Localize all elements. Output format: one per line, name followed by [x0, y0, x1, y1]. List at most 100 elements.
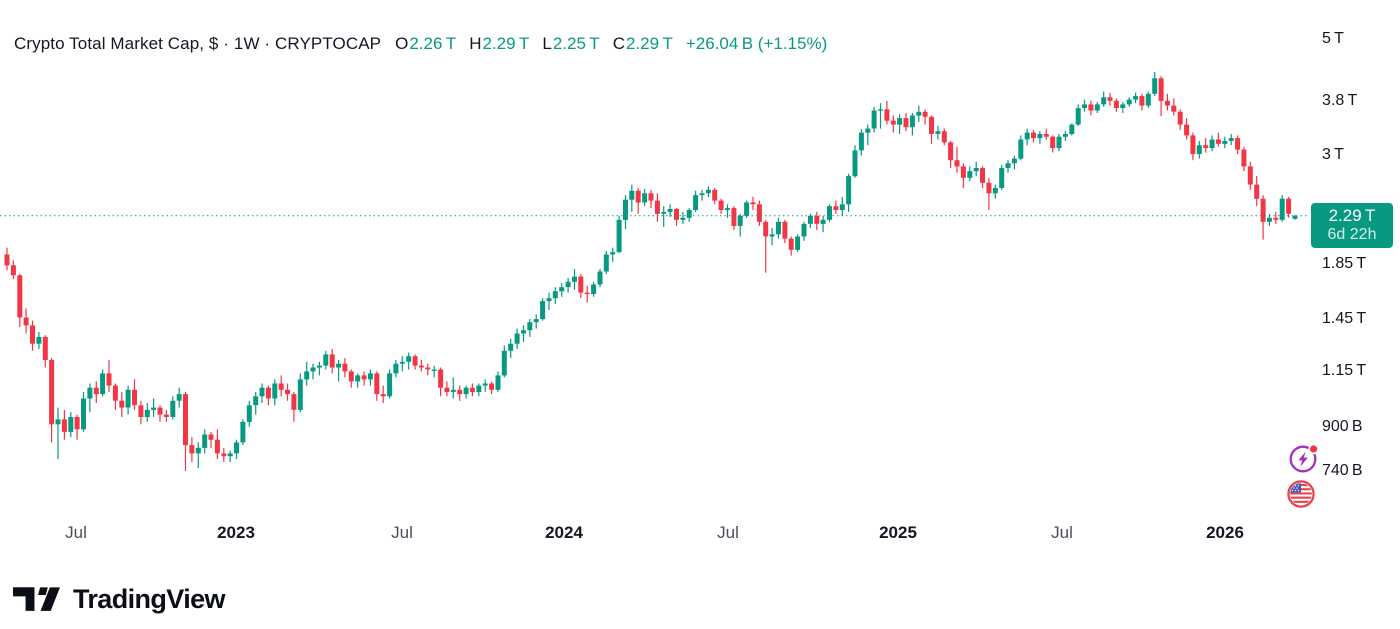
- candle-body-down: [1171, 105, 1177, 112]
- ohlc-readout: O 2.26 T H 2.29 T L 2.25 T C 2.29 T +26.04 B…: [395, 34, 827, 54]
- candle-body-down: [1273, 217, 1279, 220]
- candle-body-down: [157, 407, 163, 415]
- tradingview-logo[interactable]: TradingView: [13, 583, 226, 616]
- candle-body-down: [1254, 184, 1260, 199]
- candle-body-down: [648, 193, 654, 201]
- candle-body-down: [1107, 97, 1113, 101]
- price-axis[interactable]: 5 T 3.8 T 3 T 1.85 T 1.45 T 1.15 T 900 B 740 B: [1310, 0, 1400, 560]
- candle-body-down: [291, 394, 297, 410]
- candle-body-down: [10, 265, 16, 276]
- candle-body-up: [1069, 124, 1075, 134]
- candle-body-down: [265, 387, 271, 399]
- candle-body-up: [297, 379, 303, 410]
- candle-body-down: [361, 375, 367, 380]
- candle-body-up: [546, 298, 552, 302]
- candle-body-down: [1043, 134, 1049, 137]
- candle-body-up: [1056, 136, 1062, 149]
- candle-body-down: [814, 215, 820, 224]
- candle-body-up: [202, 434, 208, 448]
- candle-body-down: [929, 116, 934, 134]
- candle-body-down: [438, 369, 444, 388]
- candle-body-down: [674, 209, 679, 220]
- candle-body-up: [1292, 215, 1298, 219]
- candle-body-up: [992, 188, 998, 194]
- candle-body-down: [1050, 136, 1056, 149]
- candle-body-up: [393, 363, 399, 374]
- candle-body-up: [508, 343, 514, 351]
- candle-body-up: [55, 419, 61, 425]
- candle-body-up: [1196, 145, 1202, 154]
- candle-body-up: [807, 215, 813, 224]
- candle-body-up: [227, 453, 233, 457]
- candle-body-down: [763, 221, 769, 237]
- candle-body-down: [941, 131, 947, 143]
- candle-body-up: [482, 383, 488, 386]
- candle-body-down: [750, 202, 756, 205]
- candle-body-up: [144, 409, 150, 417]
- candle-body-down: [444, 387, 450, 392]
- candle-body-down: [1190, 135, 1196, 155]
- us-flag-events-icon[interactable]: [1286, 479, 1316, 509]
- candle-body-up: [769, 234, 775, 237]
- candle-body-up: [699, 193, 705, 196]
- candle-body-up: [514, 333, 520, 344]
- candle-body-down: [208, 434, 214, 440]
- candle-body-down: [948, 142, 954, 161]
- candle-body-up: [616, 219, 622, 253]
- candle-body-up: [610, 252, 616, 255]
- candle-body-down: [17, 275, 23, 318]
- candle-body-up: [259, 387, 265, 397]
- price-axis-label: 1.85 T: [1322, 255, 1367, 273]
- candle-body-up: [234, 442, 239, 454]
- candle-body-up: [1266, 217, 1272, 222]
- candle-body-down: [712, 189, 718, 201]
- time-axis-label: Jul: [391, 523, 413, 542]
- candle-body-down: [1286, 198, 1292, 214]
- time-axis-label: 2024: [545, 523, 583, 542]
- candle-body-up: [935, 131, 941, 134]
- candle-body-up: [909, 115, 915, 128]
- candle-body-up: [693, 195, 699, 210]
- candle-body-up: [603, 254, 609, 272]
- candle-body-down: [469, 387, 475, 392]
- candle-body-up: [1011, 158, 1017, 164]
- candle-body-up: [521, 330, 526, 334]
- candle-body-down: [1031, 132, 1036, 139]
- change-readout: +26.04 B (+1.15%): [685, 34, 828, 53]
- candle-body-down: [1247, 166, 1253, 185]
- candle-body-down: [756, 204, 762, 222]
- candle-body-up: [1075, 108, 1081, 125]
- candle-body-up: [323, 354, 329, 366]
- candle-body-up: [839, 204, 845, 210]
- candle-body-down: [980, 168, 985, 183]
- candle-body-down: [106, 373, 112, 386]
- candle-body-up: [776, 221, 781, 235]
- candlestick-chart-canvas[interactable]: [0, 0, 1400, 560]
- candle-body-up: [801, 223, 807, 237]
- candle-body-up: [125, 389, 131, 408]
- price-axis-label: 740 B: [1322, 462, 1363, 480]
- economic-events-lightning-icon[interactable]: [1288, 443, 1320, 475]
- candle-body-down: [954, 160, 960, 167]
- candle-body-up: [176, 394, 182, 401]
- candle-body-up: [1133, 96, 1139, 100]
- brand-name: TradingView: [73, 584, 226, 614]
- candle-body-down: [457, 389, 463, 395]
- price-axis-label: 3.8 T: [1322, 92, 1358, 110]
- time-axis[interactable]: Jul 2023 Jul 2024 Jul 2025 Jul 2026: [0, 521, 1400, 547]
- candle-body-up: [1279, 198, 1285, 220]
- candle-body-down: [1203, 145, 1209, 149]
- candle-body-down: [578, 276, 584, 293]
- candle-body-down: [329, 354, 335, 368]
- candle-body-down: [425, 367, 431, 370]
- candle-body-up: [1037, 134, 1043, 139]
- candle-body-up: [705, 189, 711, 194]
- time-axis-label: Jul: [717, 523, 739, 542]
- candle-body-up: [240, 421, 246, 443]
- candle-body-up: [501, 350, 507, 376]
- price-axis-label: 5 T: [1322, 30, 1344, 48]
- candle-body-down: [1177, 111, 1183, 125]
- candle-body-up: [1120, 104, 1126, 108]
- candle-body-down: [61, 419, 67, 432]
- candle-body-up: [871, 110, 877, 129]
